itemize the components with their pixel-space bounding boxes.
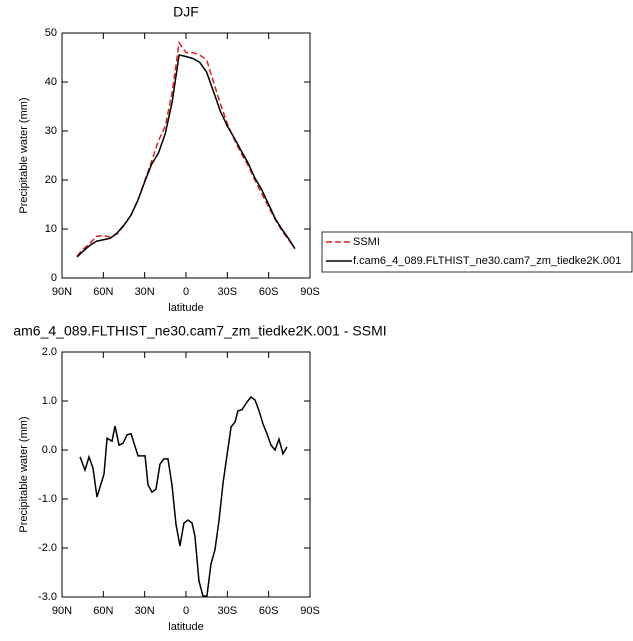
x-tick-label: 30N (135, 605, 155, 617)
data-line (76, 54, 296, 258)
x-tick-label: 30S (218, 286, 238, 298)
plot-frame (61, 351, 311, 598)
x-tick-label: 30N (135, 286, 155, 298)
y-tick-label: 50 (45, 27, 57, 39)
y-tick-label: -1.0 (38, 493, 57, 505)
chart-title: DJF (173, 4, 199, 20)
x-tick-label: 90N (52, 286, 72, 298)
x-tick-label: 90S (300, 605, 320, 617)
y-tick-label: 40 (45, 76, 57, 88)
legend-label: f.cam6_4_089.FLTHIST_ne30.cam7_zm_tiedke… (353, 255, 621, 267)
x-tick-label: 60N (93, 286, 113, 298)
x-tick-label: 30S (218, 605, 238, 617)
x-tick-label: 0 (183, 286, 189, 298)
x-tick-label: 0 (183, 605, 189, 617)
x-axis-label: latitude (168, 621, 203, 633)
x-axis-label: latitude (168, 302, 203, 314)
y-tick-label: -3.0 (38, 591, 57, 603)
y-tick-label: 2.0 (42, 346, 57, 358)
y-axis-label: Precipitable water (mm) (18, 416, 30, 532)
y-tick-label: 20 (45, 174, 57, 186)
chart-title: am6_4_089.FLTHIST_ne30.cam7_zm_tiedke2K.… (13, 323, 386, 339)
y-tick-label: 1.0 (42, 395, 57, 407)
x-tick-label: 90N (52, 605, 72, 617)
legend-label: SSMI (353, 236, 380, 248)
x-tick-label: 90S (300, 286, 320, 298)
data-line (79, 396, 288, 597)
x-tick-label: 60S (259, 605, 279, 617)
y-tick-label: 0.0 (42, 444, 57, 456)
y-tick-label: -2.0 (38, 542, 57, 554)
y-tick-label: 0 (51, 272, 57, 284)
y-tick-label: 30 (45, 125, 57, 137)
data-line (76, 40, 296, 257)
y-tick-label: 10 (45, 223, 57, 235)
y-axis-label: Precipitable water (mm) (18, 97, 30, 213)
x-tick-label: 60S (259, 286, 279, 298)
x-tick-label: 60N (93, 605, 113, 617)
legend-box (321, 231, 633, 273)
